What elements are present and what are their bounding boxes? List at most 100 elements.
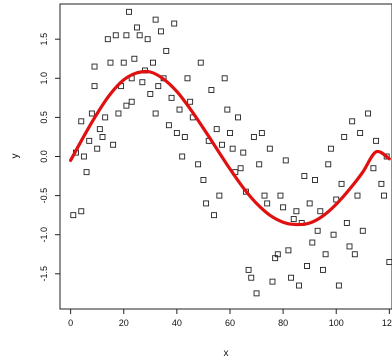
data-point xyxy=(107,59,114,66)
data-point xyxy=(240,149,247,156)
data-point xyxy=(150,59,156,66)
data-point xyxy=(245,266,252,273)
x-tick-label: 120 xyxy=(382,318,392,328)
data-point xyxy=(99,133,106,140)
data-point xyxy=(277,192,284,199)
data-point xyxy=(288,274,295,281)
data-point xyxy=(128,98,135,105)
data-point xyxy=(131,55,138,62)
data-point xyxy=(237,165,244,172)
data-point xyxy=(285,247,292,254)
data-point xyxy=(327,145,334,152)
data-point xyxy=(261,192,268,199)
data-point xyxy=(235,114,241,121)
data-point xyxy=(258,130,265,136)
data-point xyxy=(104,36,111,43)
x-tick-label: 0 xyxy=(68,318,73,328)
data-point xyxy=(144,36,151,43)
data-point xyxy=(147,90,154,97)
x-tick-label: 40 xyxy=(172,318,182,328)
data-point xyxy=(304,263,310,269)
data-point xyxy=(346,243,353,250)
y-tick-label: -0.5 xyxy=(39,188,49,204)
data-point xyxy=(280,204,287,211)
data-point xyxy=(373,137,380,144)
data-point xyxy=(290,216,297,223)
data-point xyxy=(269,278,276,285)
data-point xyxy=(171,20,178,27)
data-point xyxy=(86,137,93,144)
data-point xyxy=(211,212,217,219)
data-point xyxy=(349,118,356,125)
y-tick-label: 0.0 xyxy=(39,150,49,163)
data-point xyxy=(359,227,366,234)
data-point xyxy=(221,75,228,82)
data-point xyxy=(80,153,87,160)
data-point xyxy=(203,200,210,207)
data-point xyxy=(314,227,321,234)
data-point xyxy=(181,133,188,140)
x-tick-label: 20 xyxy=(119,318,129,328)
data-point xyxy=(78,208,85,215)
data-point xyxy=(312,177,318,183)
data-point xyxy=(219,141,225,148)
data-point xyxy=(200,177,207,183)
data-point xyxy=(136,32,143,39)
data-point xyxy=(195,161,202,168)
y-tick-label: -1.0 xyxy=(39,227,49,243)
x-tick-label: 80 xyxy=(278,318,288,328)
data-point xyxy=(152,16,159,23)
data-point xyxy=(301,173,308,180)
data-point xyxy=(197,59,204,66)
x-axis-label: x xyxy=(224,348,229,359)
data-point xyxy=(91,83,98,90)
data-point xyxy=(224,106,231,113)
y-tick-label: -1.5 xyxy=(39,266,49,282)
data-point xyxy=(208,87,215,93)
data-point xyxy=(176,106,183,113)
data-point xyxy=(317,208,324,215)
data-point xyxy=(179,153,186,160)
data-point xyxy=(282,157,289,164)
data-point xyxy=(351,251,358,258)
y-tick-label: 1.0 xyxy=(39,72,49,85)
x-tick-label: 60 xyxy=(225,318,235,328)
data-point xyxy=(83,169,90,176)
data-point xyxy=(309,239,316,246)
x-tick-label: 100 xyxy=(329,318,344,328)
data-point xyxy=(213,126,220,133)
data-point xyxy=(365,110,372,117)
data-point xyxy=(91,63,98,70)
data-point xyxy=(338,180,345,187)
data-point xyxy=(168,94,175,101)
data-point xyxy=(325,161,332,168)
data-point xyxy=(253,290,260,297)
data-point xyxy=(123,102,130,109)
data-point xyxy=(165,122,172,129)
data-point xyxy=(296,282,302,289)
data-point xyxy=(381,192,387,199)
data-point xyxy=(343,220,350,226)
data-point xyxy=(229,145,236,152)
data-point xyxy=(187,98,194,105)
data-points xyxy=(70,8,392,297)
y-axis: -1.5 -1.0 -0.5 0.0 0.5 1.0 1.5 xyxy=(39,33,60,282)
data-point xyxy=(319,266,326,273)
data-point xyxy=(370,165,377,172)
data-point xyxy=(126,8,133,15)
data-point xyxy=(110,141,117,148)
data-point xyxy=(155,83,162,90)
data-point xyxy=(330,231,337,238)
data-point xyxy=(250,133,257,140)
data-point xyxy=(306,200,313,207)
fitted-curve xyxy=(69,69,391,227)
y-tick-label: 0.5 xyxy=(39,111,49,124)
data-point xyxy=(354,192,361,199)
data-point xyxy=(120,59,127,66)
data-point xyxy=(378,180,385,187)
data-point xyxy=(112,32,119,39)
data-point xyxy=(216,192,223,199)
data-point xyxy=(157,28,164,35)
x-axis: 0 20 40 60 80 100 120 xyxy=(68,309,392,328)
data-point xyxy=(264,200,271,207)
